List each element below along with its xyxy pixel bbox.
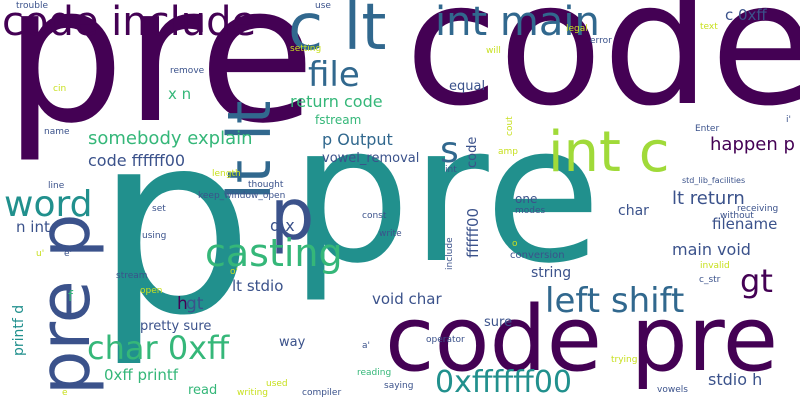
word: trying — [611, 355, 638, 365]
word: left shift — [545, 281, 685, 321]
word: include — [445, 237, 455, 270]
word: stdio h — [708, 370, 763, 389]
word: operator — [426, 335, 465, 345]
word: c 0xff — [725, 6, 767, 24]
word: legal — [566, 24, 588, 34]
word: set — [152, 204, 166, 214]
word: f — [68, 289, 73, 305]
word: lt stdio — [232, 277, 284, 295]
word: setting — [290, 44, 322, 54]
word: code ffffff00 — [88, 151, 186, 170]
word: name — [44, 127, 70, 137]
word: sure — [484, 315, 513, 330]
word: 0xff printf — [104, 366, 179, 384]
word: amp — [498, 147, 518, 157]
word: c_str — [699, 275, 721, 285]
word: stream — [116, 271, 148, 281]
word: code include — [2, 0, 257, 45]
word: saying — [384, 381, 414, 391]
word: error — [590, 36, 612, 46]
word: code — [465, 136, 480, 168]
word: ffffff00 — [464, 207, 482, 258]
word: happen p — [710, 134, 795, 155]
word: trouble — [16, 1, 48, 11]
word: char 0xff — [87, 329, 230, 367]
word: int main — [435, 0, 600, 45]
word: std_lib_facilities — [682, 176, 746, 185]
word: u' — [36, 249, 45, 259]
word: open — [140, 286, 163, 296]
word: o — [512, 239, 518, 249]
word: 0xffffff00 — [435, 365, 573, 400]
word: one — [515, 192, 538, 206]
word: vowel_removal — [322, 151, 420, 166]
word: receiving — [737, 204, 779, 214]
word: way — [279, 335, 306, 350]
word: e' — [64, 249, 73, 259]
word: cin — [53, 84, 67, 94]
word: a' — [362, 341, 370, 351]
word: c lt — [288, 0, 387, 65]
word: using — [142, 231, 167, 241]
word: pre p — [24, 213, 106, 395]
word: filename — [712, 215, 778, 233]
word: file — [308, 55, 360, 95]
word: pre — [290, 84, 602, 305]
word: void char — [372, 290, 442, 308]
word: compiler — [302, 388, 342, 398]
word: const — [362, 211, 387, 221]
word: n int — [16, 218, 50, 236]
word: lt return — [672, 188, 745, 209]
word: line — [48, 181, 65, 191]
word: without — [720, 211, 754, 221]
word: e — [62, 388, 68, 398]
word: int c — [548, 120, 670, 185]
word: return code — [290, 92, 383, 111]
word: thought — [248, 180, 284, 190]
word: s — [440, 130, 459, 171]
word: writing — [237, 388, 269, 398]
word: used — [266, 379, 288, 389]
word: remove — [170, 66, 205, 76]
word: main void — [672, 240, 751, 259]
word: string — [531, 265, 572, 281]
word: h — [177, 294, 188, 314]
word: somebody explain — [88, 128, 253, 149]
word: i' — [786, 115, 791, 125]
word: keep_window_open — [198, 191, 286, 201]
word: write — [379, 229, 402, 239]
word: printf d — [11, 304, 27, 356]
word: p Output — [322, 130, 393, 149]
word: length — [212, 169, 241, 179]
word: p — [95, 79, 254, 370]
word: code — [405, 0, 800, 144]
word: Enter — [695, 124, 720, 134]
word: int — [445, 165, 457, 175]
word: conversion — [510, 250, 565, 261]
word: pre — [4, 0, 316, 165]
word: use — [315, 1, 331, 11]
word: invalid — [700, 261, 730, 271]
word: will — [486, 46, 501, 56]
word: code pre — [385, 287, 779, 392]
word: p — [270, 174, 315, 256]
word: d x — [270, 216, 295, 235]
word: equal — [449, 79, 486, 94]
word: x n — [168, 85, 192, 103]
word: word — [4, 184, 93, 225]
word: fstream — [315, 113, 362, 127]
word: reading — [357, 368, 392, 378]
word: vowels — [657, 385, 688, 395]
word: modes — [515, 206, 546, 216]
word: o' — [230, 267, 238, 277]
word: text — [700, 22, 718, 32]
word: pretty sure — [140, 319, 212, 334]
word: cout — [505, 116, 515, 136]
word: read — [188, 383, 218, 398]
word: casting — [205, 231, 343, 275]
word: gt — [186, 294, 204, 314]
word: gt — [740, 262, 773, 300]
word: char — [618, 203, 649, 219]
